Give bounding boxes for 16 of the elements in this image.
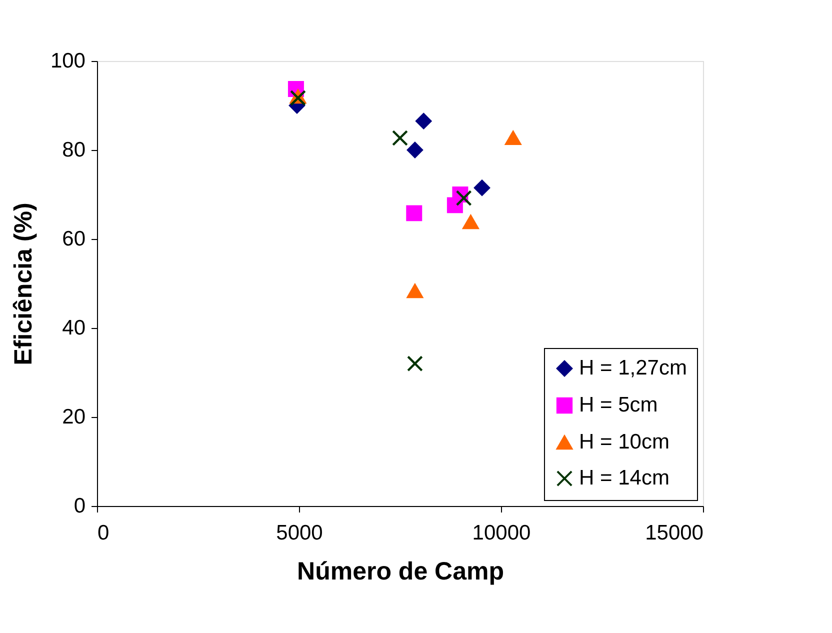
y-tick-label: 40 (62, 316, 86, 340)
x-tick-label: 5000 (276, 522, 323, 544)
legend-label: H = 1,27cm (579, 356, 687, 380)
x-tick-label: 0 (98, 522, 110, 544)
y-tick-label: 20 (62, 406, 86, 428)
x-tick-label: 15000 (645, 522, 704, 544)
y-tick-label: 0 (74, 494, 86, 518)
legend-label: H = 5cm (579, 394, 658, 416)
y-axis-title: Eficiência (%) (9, 202, 38, 366)
y-tick-label: 80 (62, 138, 86, 162)
x-axis-title: Número de Camp (297, 558, 504, 586)
legend-label: H = 14cm (579, 466, 670, 490)
y-tick-label: 60 (62, 228, 86, 250)
y-tick-label: 100 (50, 50, 86, 72)
legend-label: H = 10cm (579, 430, 670, 454)
x-tick-label: 10000 (472, 522, 531, 544)
